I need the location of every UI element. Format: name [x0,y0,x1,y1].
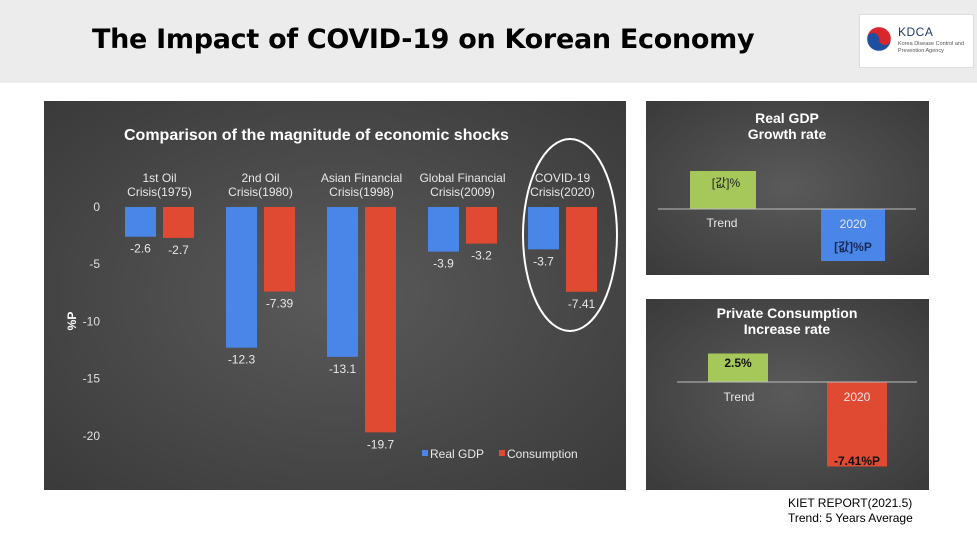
data-label: -13.1 [329,362,357,376]
source-line-2: Trend: 5 Years Average [788,511,913,525]
bar-real-gdp [125,207,156,237]
category-label: Crisis(1980) [228,185,293,199]
header-band [0,0,977,83]
gdp-title-line2: Growth rate [748,126,827,142]
gdp-2020-bar [821,209,885,261]
data-label: -7.41 [568,297,596,311]
category-label: Global Financial [419,171,505,185]
main-chart-panel: Comparison of the magnitude of economic … [44,101,626,490]
chart-title: Comparison of the magnitude of economic … [124,127,509,144]
bar-real-gdp [428,207,459,252]
logo: KDCA Korea Disease Control and Preventio… [859,14,974,68]
category-label: 2nd Oil [241,171,279,185]
data-label: -12.3 [228,353,256,367]
logo-subtitle: Korea Disease Control and Prevention Age… [898,41,965,54]
taegeuk-icon [866,26,892,52]
category-label: COVID-19 [535,171,591,185]
bar-real-gdp [528,207,559,250]
consumption-2020-category: 2020 [844,390,871,404]
main-chart: Comparison of the magnitude of economic … [65,127,618,461]
gdp-2020-category: 2020 [840,217,867,231]
category-label: Crisis(2009) [430,185,495,199]
gdp-title-line1: Real GDP [755,110,819,126]
consumption-title-line1: Private Consumption [717,305,858,321]
data-label: -2.7 [168,243,189,257]
legend-label: Consumption [507,447,578,461]
gdp-panel: Real GDP Growth rate [값]% Trend 2020 [값]… [646,101,929,275]
page-title: The Impact of COVID-19 on Korean Economy [92,24,755,55]
bar-consumption [264,207,295,292]
category-label: Crisis(1975) [127,185,192,199]
legend-swatch [422,450,428,456]
consumption-2020-data-label: -7.41%P [834,454,880,468]
category-label: Asian Financial [321,171,402,185]
source-line-1: KIET REPORT(2021.5) [788,496,913,510]
source-note: KIET REPORT(2021.5) Trend: 5 Years Avera… [788,496,913,526]
consumption-trend-bar [708,353,768,382]
data-label: -7.39 [266,297,294,311]
consumption-trend-category: Trend [724,390,755,404]
category-label: 1st Oil [142,171,176,185]
gdp-trend-data-label: [값]% [712,176,741,190]
y-axis-label: %P [65,312,79,331]
bar-consumption [466,207,497,244]
bar-consumption [365,207,396,433]
y-tick-label: -10 [83,314,101,328]
bar-real-gdp [327,207,358,357]
data-label: -3.9 [433,257,454,271]
legend-label: Real GDP [430,447,484,461]
consumption-panel: Private Consumption Increase rate 2.5% -7… [646,299,929,490]
y-tick-label: -15 [83,372,101,386]
bar-real-gdp [226,207,257,348]
data-label: -19.7 [367,437,395,451]
gdp-2020-data-label: [값]%P [834,240,872,254]
consumption-title-line2: Increase rate [744,321,831,337]
category-label: Crisis(1998) [329,185,394,199]
bar-consumption [163,207,194,238]
y-tick-label: -5 [89,257,100,271]
consumption-chart: Private Consumption Increase rate 2.5% -7… [677,305,917,468]
bar-consumption [566,207,597,292]
data-label: -2.6 [130,242,151,256]
category-label: Crisis(2020) [530,185,595,199]
consumption-2020-bar [827,382,887,467]
y-tick-label: 0 [93,200,100,214]
logo-name: KDCA [898,25,934,39]
gdp-trend-bar [690,171,756,209]
covid-highlight-ellipse [522,138,618,332]
gdp-trend-category: Trend [707,216,738,230]
data-label: -3.7 [533,254,554,268]
gdp-chart: Real GDP Growth rate [값]% Trend 2020 [값]… [658,110,916,261]
legend-swatch [499,450,505,456]
data-label: -3.2 [471,249,492,263]
y-tick-label: -20 [83,429,101,443]
consumption-trend-data-label: 2.5% [724,356,752,370]
